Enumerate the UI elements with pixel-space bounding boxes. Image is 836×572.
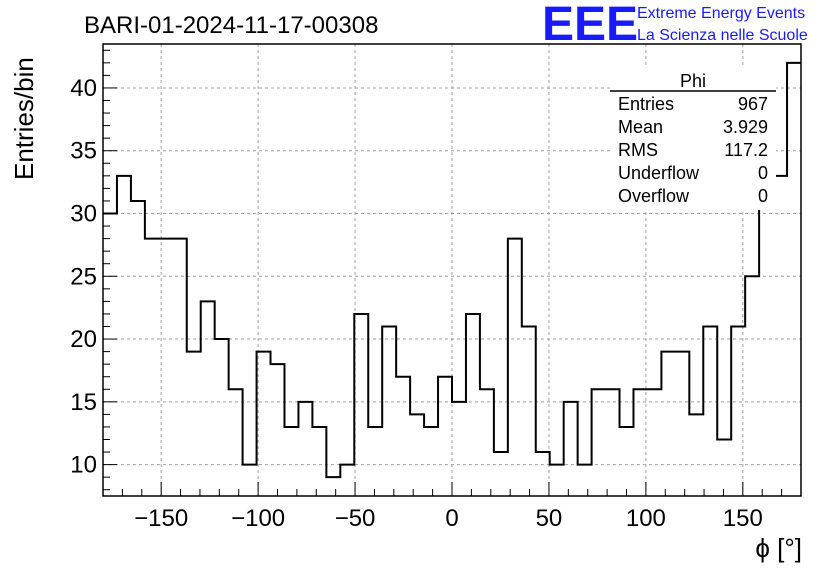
histogram-bin xyxy=(633,389,647,496)
histogram-bin xyxy=(131,201,145,496)
y-tick-label: 15 xyxy=(70,389,97,416)
tick-labels: −150 −100 −50 0 50 100 150 10 15 20 25 30 35 40 xyxy=(70,75,763,532)
histogram-bin xyxy=(745,276,759,496)
stats-value: 117.2 xyxy=(724,140,768,160)
x-tick-label: −150 xyxy=(134,505,188,532)
histogram-bin xyxy=(410,414,424,496)
histogram-bin xyxy=(759,201,773,496)
histogram-bin xyxy=(703,327,717,497)
histogram-bin xyxy=(243,465,257,496)
stats-label: Underflow xyxy=(618,163,700,183)
histogram-bin xyxy=(396,377,410,496)
histogram-bin xyxy=(368,427,382,496)
histogram-bin xyxy=(480,389,494,496)
histogram-bin xyxy=(620,427,634,496)
y-tick-label: 10 xyxy=(70,452,97,479)
histogram-bin xyxy=(145,239,159,496)
histogram-bin xyxy=(298,402,312,496)
x-axis-title: ϕ [°] xyxy=(755,533,802,563)
histogram-bin xyxy=(173,239,187,496)
histogram-outline xyxy=(103,61,801,479)
histogram-bin xyxy=(229,389,243,496)
histogram-bin xyxy=(117,176,131,496)
histogram-bin xyxy=(382,327,396,497)
y-tick-label: 30 xyxy=(70,201,97,228)
eee-logo: EEE Extreme Energy Events La Scienza nel… xyxy=(542,0,808,51)
x-tick-label: 0 xyxy=(445,505,458,532)
histogram-bin xyxy=(578,465,592,496)
histogram-bin xyxy=(564,402,578,496)
histogram-bin xyxy=(326,477,340,496)
histogram-bin xyxy=(340,465,354,496)
histogram-bin xyxy=(312,427,326,496)
histogram-bin xyxy=(354,314,368,496)
x-tick-label: −50 xyxy=(335,505,376,532)
axis-ticks xyxy=(102,49,802,496)
histogram-bin xyxy=(661,352,675,496)
stats-box: Phi Entries 967 Mean 3.929 RMS 117.2 Underflow… xyxy=(610,68,776,210)
histogram-bin xyxy=(159,239,173,496)
histogram-bin xyxy=(466,314,480,496)
chart-title: BARI-01-2024-11-17-00308 xyxy=(84,12,378,39)
histogram-bin xyxy=(550,465,564,496)
y-axis-title: Entries/bin xyxy=(9,57,39,180)
x-tick-label: −100 xyxy=(231,505,285,532)
histogram-bin xyxy=(424,427,438,496)
histogram-bins xyxy=(103,61,801,497)
logo-mark: EEE xyxy=(542,0,638,51)
stats-value: 0 xyxy=(758,186,768,206)
logo-line-1: Extreme Energy Events xyxy=(637,5,805,22)
y-tick-label: 20 xyxy=(70,326,97,353)
stats-value: 3.929 xyxy=(723,117,768,137)
histogram-bin xyxy=(284,427,298,496)
stats-rows: Entries 967 Mean 3.929 RMS 117.2 Underflow 0 Ove… xyxy=(618,94,768,206)
histogram-bin xyxy=(438,377,452,496)
plot-frame xyxy=(102,43,802,497)
histogram-bin xyxy=(201,301,215,496)
stats-value: 967 xyxy=(738,94,768,114)
histogram-bin xyxy=(787,63,801,496)
histogram-bin xyxy=(452,402,466,496)
histogram-bin xyxy=(508,239,522,496)
x-tick-label: 150 xyxy=(723,505,763,532)
histogram-bin xyxy=(773,176,787,496)
stats-label: Overflow xyxy=(618,186,690,206)
stats-value: 0 xyxy=(758,163,768,183)
x-tick-label: 100 xyxy=(626,505,666,532)
y-tick-label: 25 xyxy=(70,263,97,290)
stats-label: RMS xyxy=(618,140,658,160)
histogram-bin xyxy=(215,339,229,496)
histogram-bin xyxy=(689,414,703,496)
histogram-bin xyxy=(606,389,620,496)
histogram-bin xyxy=(717,440,731,497)
histogram-bin xyxy=(675,352,689,496)
histogram-bin xyxy=(731,327,745,497)
histogram-bin xyxy=(592,389,606,496)
histogram-bin xyxy=(536,452,550,496)
histogram-bin xyxy=(257,352,271,496)
histogram-bin xyxy=(103,214,117,497)
y-tick-label: 35 xyxy=(70,138,97,165)
logo-line-2: La Scienza nelle Scuole xyxy=(637,27,808,44)
x-tick-label: 50 xyxy=(536,505,563,532)
histogram-bin xyxy=(187,352,201,496)
stats-box-title: Phi xyxy=(680,71,706,91)
histogram-bin xyxy=(494,452,508,496)
stats-label: Entries xyxy=(618,94,674,114)
histogram-bin xyxy=(271,364,285,496)
stats-label: Mean xyxy=(618,117,663,137)
y-tick-label: 40 xyxy=(70,75,97,102)
histogram-bin xyxy=(522,327,536,497)
histogram-bin xyxy=(647,389,661,496)
